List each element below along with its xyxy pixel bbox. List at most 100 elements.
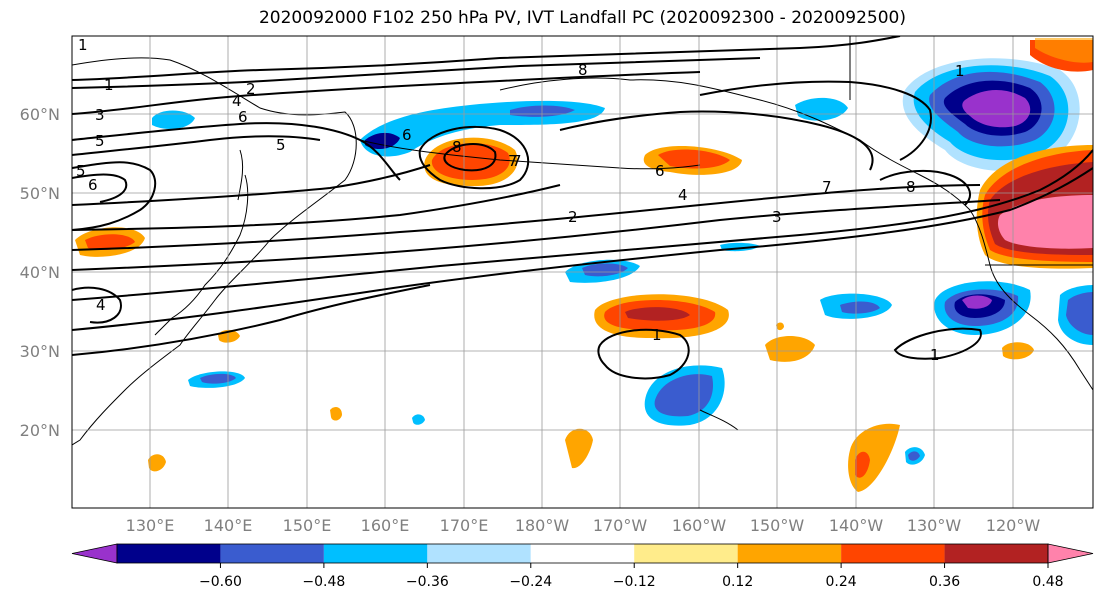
contour-line — [72, 173, 128, 203]
contour-label: 5 — [276, 136, 286, 154]
positive-anomaly-blob — [625, 307, 690, 321]
colorbar-tick-label: 0.36 — [929, 574, 960, 590]
colorbar-segment — [737, 544, 842, 563]
positive-anomaly-blob — [855, 451, 870, 478]
graticule — [72, 36, 1093, 508]
latitude-label: 50°N — [20, 184, 60, 203]
latitude-labels: 60°N 50°N 40°N 30°N 20°N — [20, 105, 60, 440]
contour-label: 7 — [822, 178, 832, 196]
contour-line — [699, 80, 932, 161]
contour-label: 1 — [104, 76, 114, 94]
positive-anomaly-blob — [330, 407, 342, 421]
contour-label: 7 — [508, 152, 518, 170]
aleutian-chain — [359, 139, 701, 170]
contour-label: 3 — [772, 208, 782, 226]
ivt-shading — [75, 38, 1093, 492]
contour-line — [72, 184, 561, 231]
map-frame — [71, 35, 1094, 509]
longitude-label: 140°W — [829, 516, 884, 535]
contour-label: 3 — [95, 106, 105, 124]
longitude-label: 130°W — [907, 516, 962, 535]
contour-line — [893, 327, 982, 360]
colorbar-extend-max — [1047, 543, 1094, 564]
contour-line — [72, 71, 701, 115]
longitude-label: 130°E — [126, 516, 175, 535]
negative-anomaly-blob — [152, 110, 195, 130]
latitude-label: 30°N — [20, 342, 60, 361]
colorbar-extend-min — [71, 543, 118, 564]
longitude-label: 140°E — [204, 516, 253, 535]
positive-anomaly-blob — [765, 336, 815, 362]
contour-line — [72, 135, 321, 156]
contour-label: 5 — [95, 132, 105, 150]
japan-coastline — [154, 174, 249, 336]
positive-anomaly-blob — [776, 322, 784, 331]
contour-label: 4 — [96, 296, 106, 314]
contour-line — [72, 36, 901, 81]
contour-line — [443, 143, 497, 172]
contour-label: 1 — [955, 62, 965, 80]
negative-anomaly-blob — [840, 301, 880, 314]
contour-line — [72, 161, 157, 231]
contour-label: 5 — [76, 162, 86, 180]
contour-label: 4 — [678, 186, 688, 204]
colorbar-tick-label: −0.60 — [199, 574, 242, 590]
longitude-label: 160°W — [672, 516, 727, 535]
contour-line — [72, 184, 981, 251]
pv-contours — [72, 36, 1093, 380]
contour-line — [72, 149, 1093, 301]
negative-anomaly-blob — [582, 263, 628, 277]
latitude-label: 60°N — [20, 105, 60, 124]
colorbar-tick-label: −0.36 — [406, 574, 449, 590]
contour-label: 1 — [78, 36, 88, 54]
negative-anomaly-blob — [412, 414, 425, 425]
colorbar-segment — [841, 544, 945, 563]
colorbar-tick-label: −0.12 — [613, 574, 656, 590]
longitude-label: 180°W — [515, 516, 570, 535]
contour-label: 6 — [402, 126, 412, 144]
contour-label: 2 — [568, 208, 578, 226]
contour-line — [597, 328, 690, 380]
contour-line — [72, 57, 761, 89]
positive-anomaly-blob — [997, 195, 1093, 249]
contour-label: 8 — [452, 138, 462, 156]
negative-anomaly-blob — [365, 132, 400, 150]
colorbar-outline — [116, 543, 1049, 564]
colorbar-tick-label: 0.12 — [722, 574, 753, 590]
positive-anomaly-blob — [431, 143, 510, 180]
contour-line — [418, 126, 530, 190]
asia-coastline — [72, 57, 357, 446]
contour-line — [72, 284, 431, 356]
contour-line — [559, 110, 874, 171]
colorbar-segment — [220, 544, 324, 563]
map-title: 2020092000 F102 250 hPa PV, IVT Landfall… — [258, 8, 906, 28]
contour-label: 6 — [88, 176, 98, 194]
contour-label: 6 — [655, 162, 665, 180]
colorbar-tick-label: −0.48 — [302, 574, 345, 590]
hawaii-islands — [699, 409, 739, 431]
positive-anomaly-blob — [85, 234, 135, 250]
contour-line — [72, 164, 431, 206]
negative-anomaly-blob — [654, 374, 713, 417]
negative-anomaly-blob — [908, 451, 920, 461]
colorbar-segment — [323, 544, 428, 563]
contour-line — [72, 167, 1093, 331]
colorbar-segment — [530, 544, 635, 563]
contour-label: 8 — [906, 178, 916, 196]
colorbar-segment — [117, 544, 221, 563]
contour-line — [879, 169, 971, 206]
contour-label: 1 — [930, 346, 940, 364]
contour-label: 2 — [246, 80, 256, 98]
contour-label: 4 — [232, 92, 242, 110]
colorbar-segment — [427, 544, 531, 563]
colorbar-tick-label: 0.48 — [1032, 574, 1063, 590]
longitude-labels: 130°E 140°E 150°E 160°E 170°E 180°W 170°W 160°W… — [126, 516, 1041, 535]
longitude-label: 150°W — [750, 516, 805, 535]
colorbar-segment — [944, 544, 1048, 563]
contour-labels: 1 2 3 4 5 6 7 8 1 2 3 4 5 6 7 8 1 1 1 4 … — [76, 36, 965, 364]
colorbar-tick-label: −0.24 — [509, 574, 552, 590]
contour-line — [72, 122, 401, 181]
colorbar: −0.60 −0.48 −0.36 −0.24 −0.12 0.12 0.24 0.36 0.4… — [71, 543, 1094, 590]
negative-anomaly-blob — [1066, 292, 1093, 335]
